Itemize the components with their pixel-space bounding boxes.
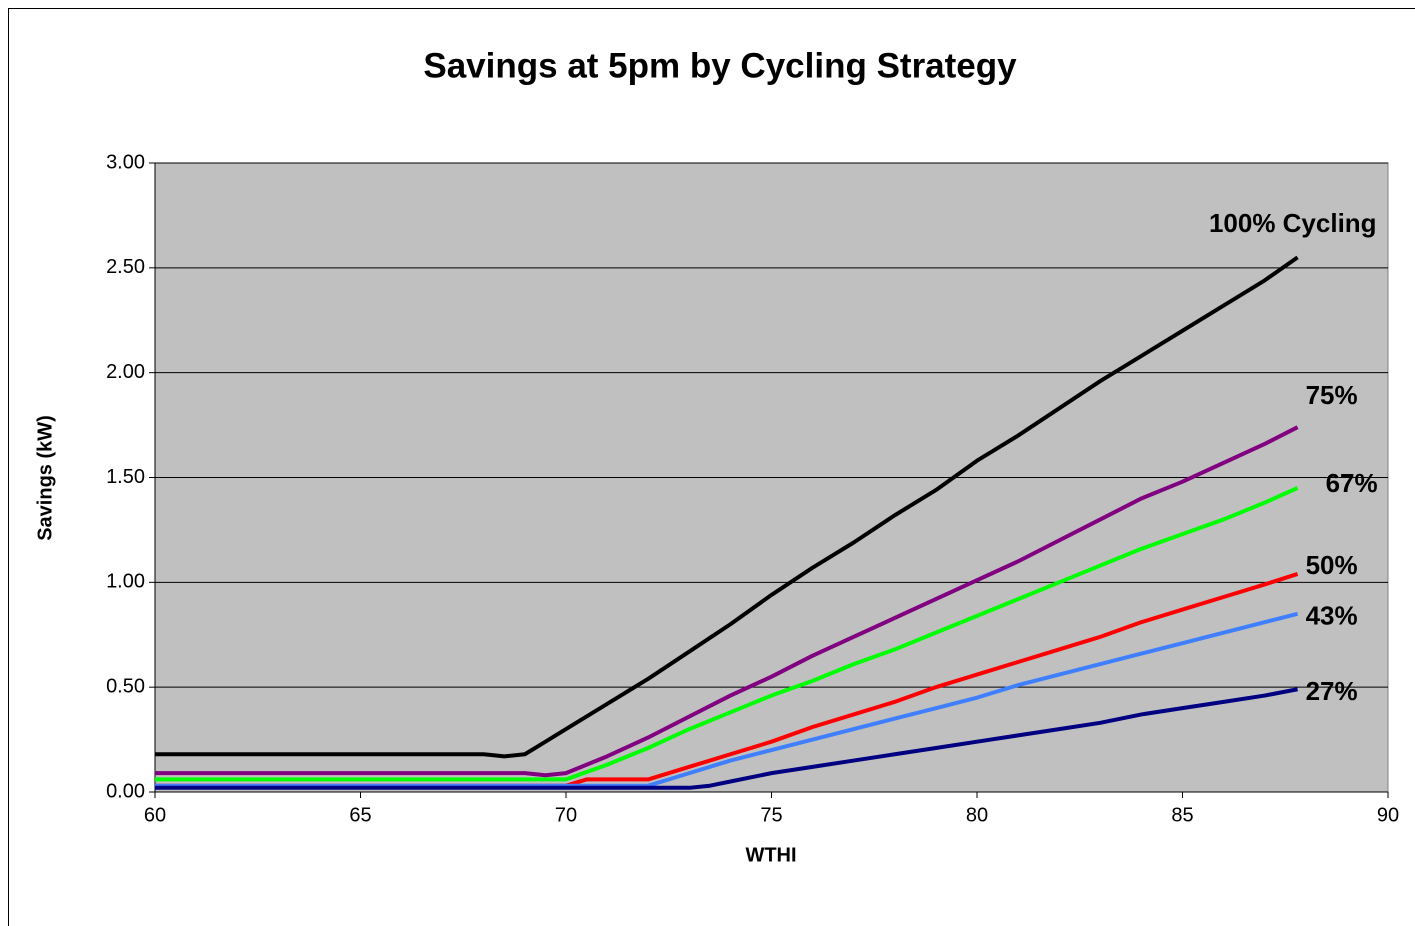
y-tick-label: 2.50 xyxy=(106,256,145,278)
series-label: 100% Cycling xyxy=(1209,208,1377,238)
x-tick-label: 75 xyxy=(760,804,782,826)
x-tick-label: 60 xyxy=(144,804,166,826)
y-tick-label: 1.00 xyxy=(106,571,145,593)
y-axis-label: Savings (kW) xyxy=(34,415,56,541)
series-line xyxy=(155,486,1299,782)
y-tick-label: 3.00 xyxy=(106,151,145,173)
series-label: 75% xyxy=(1306,380,1358,410)
series-label: 67% xyxy=(1326,468,1378,498)
x-tick-label: 65 xyxy=(349,804,371,826)
series-label: 27% xyxy=(1306,676,1358,706)
x-axis-label: WTHI xyxy=(745,844,796,866)
series-line xyxy=(155,425,1299,778)
y-tick-label: 0.50 xyxy=(106,675,145,697)
series-line xyxy=(155,687,1298,790)
x-tick-label: 85 xyxy=(1171,804,1193,826)
chart-title: Savings at 5pm by Cycling Strategy xyxy=(423,46,1017,85)
series-label: 43% xyxy=(1306,601,1358,631)
series-label: 50% xyxy=(1306,550,1358,580)
y-tick-label: 0.00 xyxy=(106,780,145,802)
series-line xyxy=(155,572,1299,788)
series-line xyxy=(155,611,1299,788)
series-line xyxy=(155,255,1299,759)
x-tick-label: 80 xyxy=(966,804,988,826)
x-tick-label: 70 xyxy=(555,804,577,826)
y-tick-label: 2.00 xyxy=(106,361,145,383)
x-tick-label: 90 xyxy=(1377,804,1399,826)
y-tick-label: 1.50 xyxy=(106,466,145,488)
